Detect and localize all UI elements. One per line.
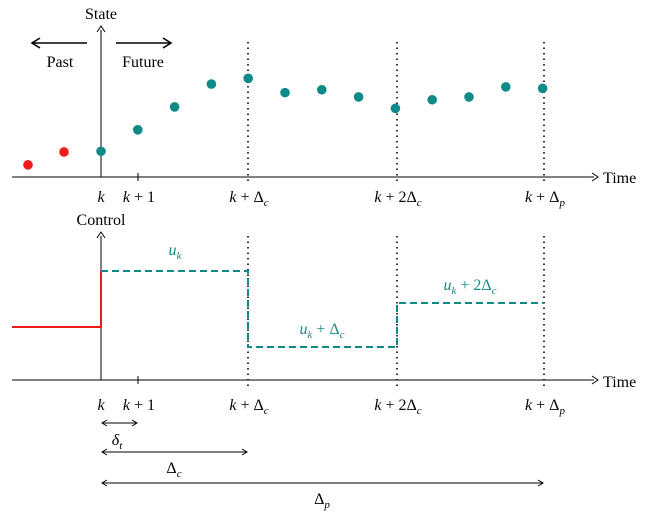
control-x-axis-arrow-icon <box>591 375 599 385</box>
state-plot: State Time Past Future k k + 1 k + Δc k … <box>12 6 636 209</box>
delta-p-right-arrow-icon <box>537 479 544 487</box>
control-time-label: Time <box>603 374 636 391</box>
predicted-state-point <box>353 92 364 102</box>
delta-c-left-arrow-icon <box>101 448 108 456</box>
control-past-line <box>12 271 102 328</box>
delta-p-left-arrow-icon <box>101 479 108 487</box>
delta-t-right-arrow-icon <box>131 419 138 427</box>
control-tick-label-k2c: k + 2Δc <box>374 397 421 417</box>
past-arrow-head-icon <box>30 37 41 49</box>
predicted-state-point <box>243 73 253 84</box>
control-tick-label-k: k <box>97 397 105 414</box>
control-axis-label: Control <box>77 212 126 229</box>
predicted-state-point <box>390 103 401 114</box>
state-points <box>23 73 548 170</box>
control-y-axis-arrow-icon <box>96 231 106 239</box>
control-plot: Control Time uk uk + Δc uk + 2Δc k k + 1… <box>12 212 636 417</box>
predicted-state-point <box>537 83 548 94</box>
control-label-uk: uk <box>169 242 183 262</box>
state-tick-label-k2c: k + 2Δc <box>374 189 421 209</box>
horizon-spans: δt Δc Δp <box>101 419 544 511</box>
state-tick-label-k: k <box>97 189 105 206</box>
control-label-uk-2dc: uk + 2Δc <box>443 277 496 297</box>
state-tick-label-kp: k + Δp <box>525 189 565 209</box>
past-label: Past <box>47 54 74 71</box>
past-state-point <box>59 147 69 157</box>
delta-t-label: δt <box>112 432 123 452</box>
future-label: Future <box>122 54 164 71</box>
predicted-state-point <box>280 87 290 98</box>
state-x-axis-arrow-icon <box>591 172 599 182</box>
predicted-state-point <box>464 92 474 102</box>
delta-p-label: Δp <box>314 491 330 511</box>
delta-c-right-arrow-icon <box>241 448 248 456</box>
future-arrow-head-icon <box>162 37 173 49</box>
control-future-line <box>101 270 544 348</box>
delta-c-label: Δc <box>166 460 181 480</box>
state-axis-label: State <box>85 6 117 23</box>
predicted-state-point <box>206 79 217 89</box>
delta-t-left-arrow-icon <box>101 419 108 427</box>
control-tick-label-kc: k + Δc <box>229 397 268 417</box>
state-tick-label-k1: k + 1 <box>123 189 155 206</box>
predicted-state-point <box>169 102 180 112</box>
past-state-point <box>23 160 33 170</box>
state-tick-label-kc: k + Δc <box>229 189 268 209</box>
predicted-state-point <box>427 94 438 105</box>
state-y-axis-arrow-icon <box>96 25 106 33</box>
predicted-state-point <box>133 125 143 135</box>
control-label-uk-dc: uk + Δc <box>299 321 344 341</box>
predicted-state-point <box>501 82 511 92</box>
control-tick-label-k1: k + 1 <box>123 397 155 414</box>
state-time-label: Time <box>603 170 636 187</box>
predicted-state-point <box>96 146 106 157</box>
predicted-state-point <box>317 84 327 95</box>
control-tick-label-kp: k + Δp <box>525 397 565 417</box>
